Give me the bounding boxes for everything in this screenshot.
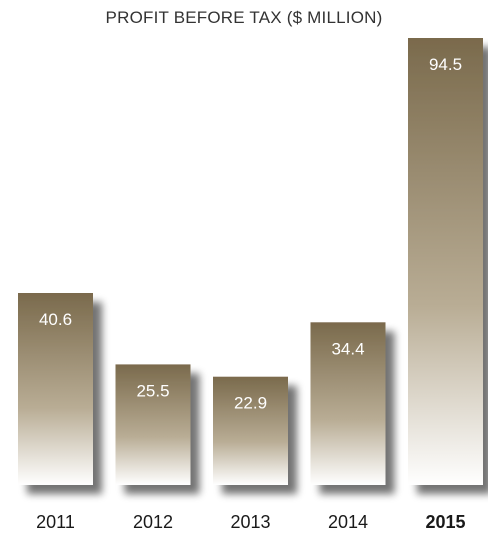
data-label-2012: 25.5 xyxy=(136,381,169,400)
x-tick-label-2012: 2012 xyxy=(133,512,173,532)
x-tick-label-2013: 2013 xyxy=(230,512,270,532)
data-label-2015: 94.5 xyxy=(429,55,462,74)
data-label-2011: 40.6 xyxy=(39,310,72,329)
bar-2015 xyxy=(408,38,483,485)
data-label-2014: 34.4 xyxy=(331,339,364,358)
x-tick-label-2011: 2011 xyxy=(36,512,75,532)
x-tick-label-2014: 2014 xyxy=(328,512,368,532)
x-tick-label-2015: 2015 xyxy=(425,512,465,532)
data-label-2013: 22.9 xyxy=(234,394,267,413)
